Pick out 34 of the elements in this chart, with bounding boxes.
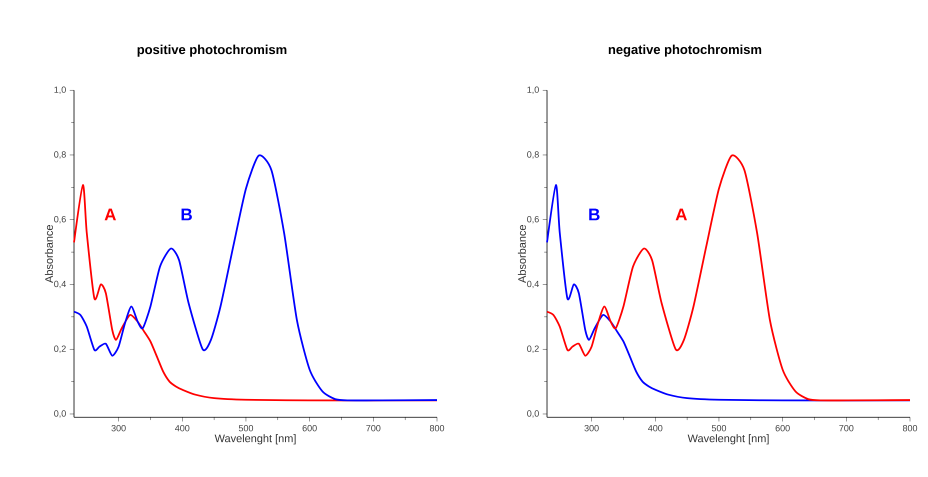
x-tick-label: 300 [584,424,599,432]
y-tick-label: 0,4 [54,280,66,288]
x-tick-label: 400 [174,424,190,432]
x-tick-label: 800 [902,424,918,432]
x-axis-title: Wavelenght [nm] [688,434,769,444]
series-label: A [104,208,116,220]
x-tick-label: 800 [430,424,444,432]
y-tick-label: 0,6 [54,216,66,224]
x-tick-label: 500 [238,424,254,432]
x-tick-label: 400 [648,424,662,432]
x-tick-label: 700 [366,424,380,432]
x-tick-label: 600 [302,424,317,432]
y-axis-title: Absorbance [518,224,526,283]
y-tick-label: 0,8 [54,151,66,159]
chart-title: negative photochromism [608,44,762,57]
y-tick-label: 0,6 [527,216,539,224]
y-tick-label: 0,2 [527,346,539,353]
y-tick-label: 1,0 [527,86,539,94]
y-tick-label: 1,0 [54,86,66,94]
x-tick-label: 300 [111,424,126,432]
x-tick-label: 500 [712,424,726,432]
y-tick-label: 0,8 [527,151,539,159]
y-tick-label: 0,2 [54,346,66,353]
x-tick-label: 700 [839,424,854,432]
x-axis-title: Wavelenght [nm] [214,434,296,444]
series-label: B [182,208,192,220]
y-tick-label: 0,4 [527,280,539,288]
series-label: B [589,208,600,220]
chart-title: positive photochromism [138,44,286,57]
series-label: A [676,208,687,220]
y-tick-label: 0,0 [527,410,539,418]
y-axis-title: Absorbance [44,224,53,283]
y-tick-label: 0,0 [54,410,66,418]
x-tick-label: 600 [776,424,790,432]
